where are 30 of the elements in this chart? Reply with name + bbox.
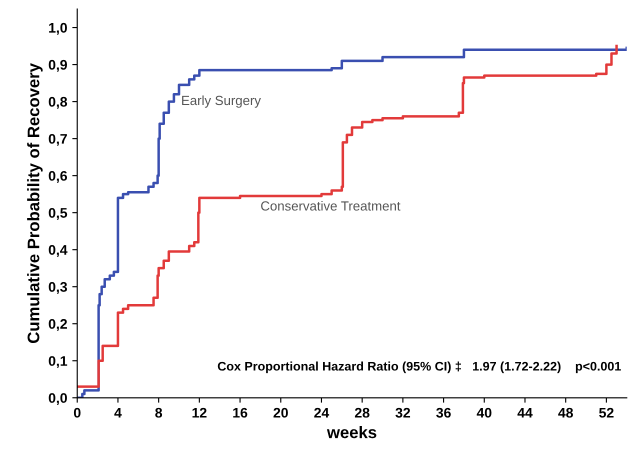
x-tick-label: 36 [436, 408, 451, 418]
x-tick-label: 4 [114, 408, 122, 418]
x-tick-label: 52 [599, 408, 614, 418]
series-label: Conservative Treatment [261, 200, 400, 211]
x-tick-label: 44 [517, 408, 533, 418]
x-tick-label: 12 [192, 408, 207, 418]
x-tick-label: 32 [395, 408, 410, 418]
y-axis-title: Cumulative Probability of Recovery [27, 63, 43, 344]
y-tick-label: 0,1 [48, 356, 68, 368]
x-tick-label: 48 [558, 408, 573, 418]
y-tick-label: 1,0 [49, 22, 67, 35]
series-label: Early Surgery [182, 95, 261, 108]
y-tick-label: 0,2 [48, 319, 67, 331]
x-tick-label: 16 [233, 408, 248, 418]
x-tick-label: 8 [155, 408, 162, 418]
y-tick-label: 0,4 [48, 245, 68, 257]
x-tick-label: 0 [74, 408, 81, 418]
x-tick-label: 40 [476, 408, 492, 418]
x-tick-label: 20 [274, 408, 288, 418]
y-tick-label: 0,8 [48, 96, 68, 109]
y-tick-label: 0,3 [48, 282, 68, 294]
y-tick-label: 0,5 [48, 208, 68, 220]
x-tick-label: 24 [314, 408, 330, 418]
y-tick-label: 0,7 [48, 134, 67, 146]
x-axis-title: weeks [326, 426, 376, 438]
y-tick-label: 0,0 [48, 393, 67, 405]
y-tick-label: 0,9 [48, 60, 68, 72]
y-tick-label: 0,6 [48, 170, 68, 183]
annotation: Cox Proportional Hazard Ratio (95% CI) ‡ 1.97 (1.72-2.22) p<0.001 [218, 361, 621, 374]
x-tick-label: 28 [354, 408, 370, 418]
